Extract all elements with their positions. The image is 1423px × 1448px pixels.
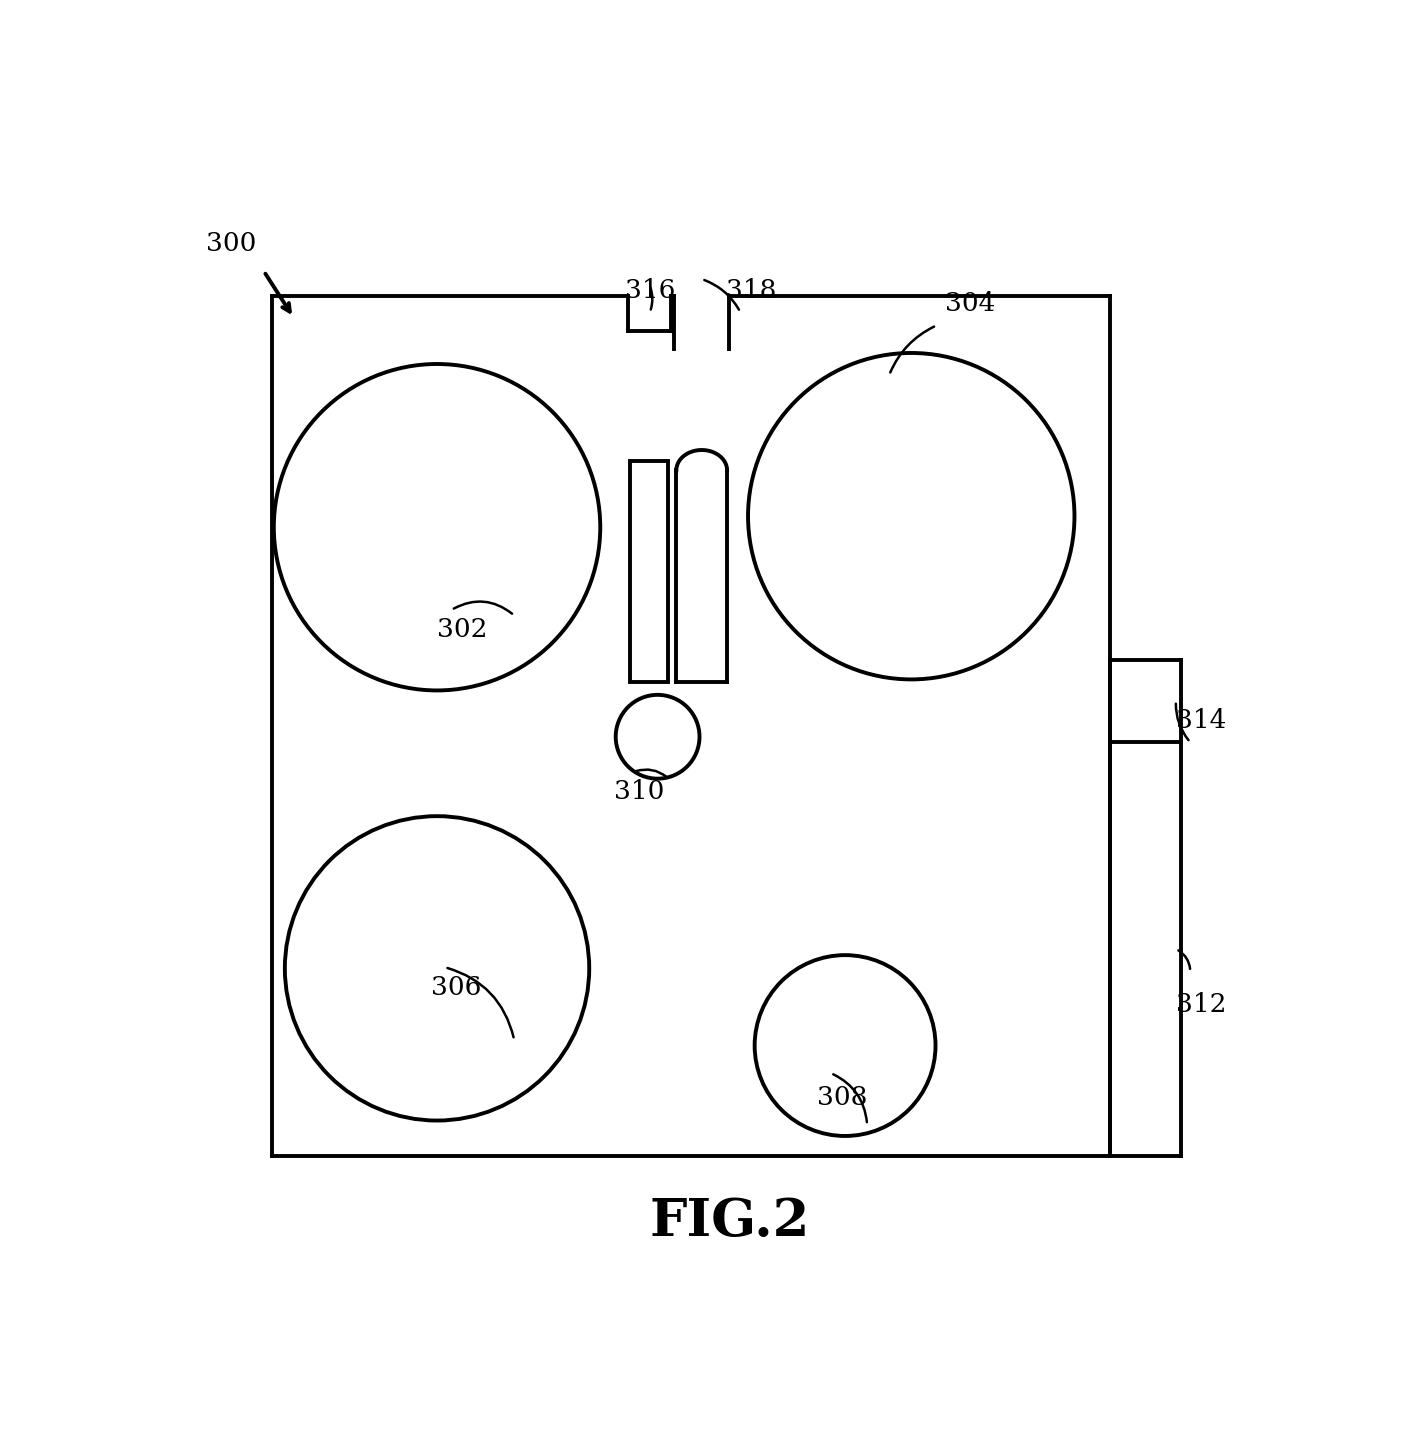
Circle shape xyxy=(748,353,1074,679)
Text: 302: 302 xyxy=(437,617,488,643)
Text: 304: 304 xyxy=(945,291,995,316)
Circle shape xyxy=(285,817,589,1121)
Text: 310: 310 xyxy=(613,779,665,805)
Text: 300: 300 xyxy=(205,232,256,256)
Bar xyxy=(630,460,667,682)
Circle shape xyxy=(616,695,700,779)
Text: 308: 308 xyxy=(817,1085,867,1109)
Text: 318: 318 xyxy=(726,278,777,303)
Circle shape xyxy=(754,956,935,1137)
Text: 314: 314 xyxy=(1175,708,1227,733)
Text: 306: 306 xyxy=(431,975,481,999)
Text: 316: 316 xyxy=(625,278,675,303)
Text: 312: 312 xyxy=(1175,992,1227,1018)
Text: FIG.2: FIG.2 xyxy=(649,1196,810,1248)
Circle shape xyxy=(273,363,601,691)
